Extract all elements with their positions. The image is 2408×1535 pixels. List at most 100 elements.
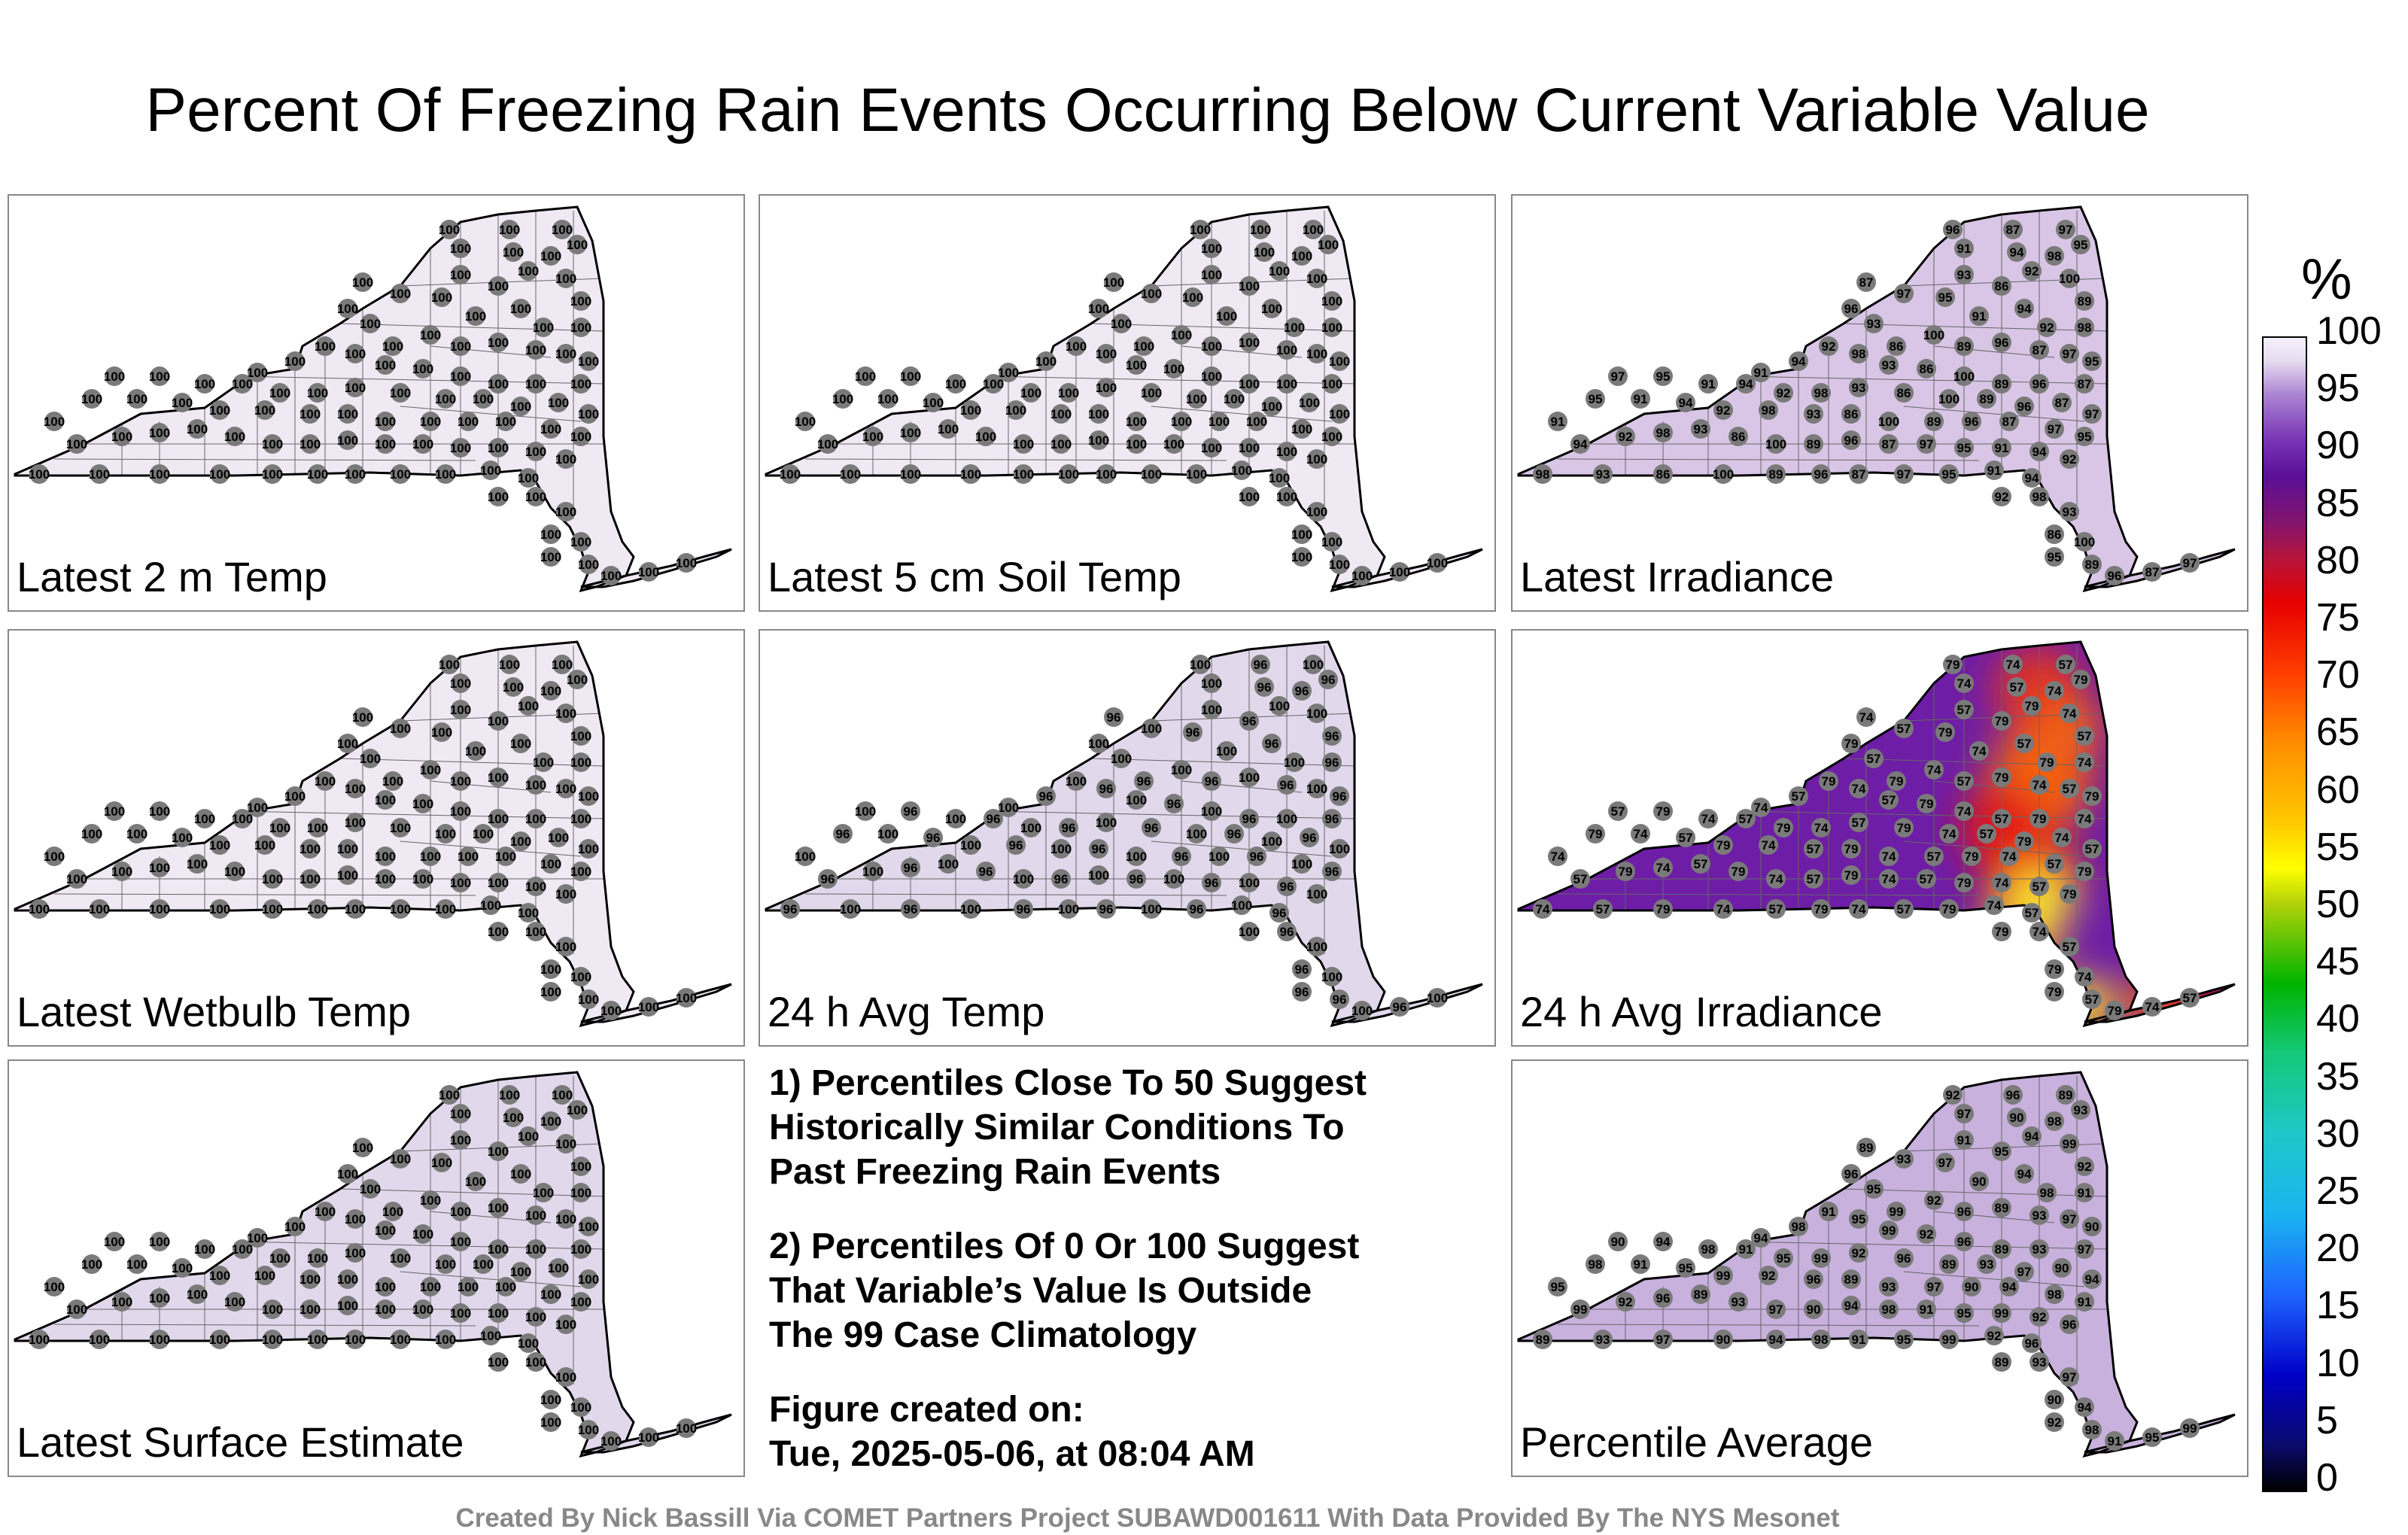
station-marker: 100 <box>480 1326 501 1345</box>
svg-text:100: 100 <box>458 1280 479 1294</box>
svg-text:57: 57 <box>1957 703 1972 717</box>
station-marker: 57 <box>2075 726 2094 746</box>
svg-text:100: 100 <box>352 710 373 725</box>
map-panel: 100 100 100 100 100 100 100 100 100 100 100 100 100 1… <box>8 629 745 1047</box>
svg-text:79: 79 <box>2025 699 2039 713</box>
svg-text:100: 100 <box>307 467 328 482</box>
station-marker: 96 <box>1954 1202 1974 1221</box>
station-marker: 100 <box>540 1111 561 1131</box>
svg-text:93: 93 <box>2063 505 2077 519</box>
station-marker: 86 <box>1653 464 1673 484</box>
svg-text:96: 96 <box>1844 433 1859 448</box>
svg-text:100: 100 <box>578 558 599 572</box>
station-marker: 100 <box>488 487 509 506</box>
svg-text:100: 100 <box>676 1421 697 1436</box>
station-marker: 100 <box>382 1202 403 1221</box>
svg-text:100: 100 <box>1231 464 1252 478</box>
svg-text:100: 100 <box>570 812 591 826</box>
station-marker: 91 <box>1992 438 2011 457</box>
station-marker: 96 <box>1954 1232 1974 1251</box>
station-marker: 100 <box>2059 269 2080 288</box>
station-marker: 100 <box>1005 400 1026 420</box>
station-marker: 100 <box>525 809 546 828</box>
svg-text:96: 96 <box>1009 838 1023 853</box>
svg-text:100: 100 <box>345 902 366 916</box>
svg-text:92: 92 <box>1762 1269 1776 1283</box>
svg-text:100: 100 <box>570 430 591 444</box>
station-marker: 100 <box>1050 434 1072 454</box>
station-marker: 100 <box>345 779 366 798</box>
svg-text:98: 98 <box>1814 386 1829 400</box>
svg-text:100: 100 <box>360 752 381 766</box>
station-marker: 93 <box>1894 1149 1914 1169</box>
station-marker: 100 <box>855 366 876 386</box>
svg-text:100: 100 <box>503 1111 524 1125</box>
svg-text:100: 100 <box>945 812 966 826</box>
station-marker: 97 <box>2014 1262 2034 1281</box>
station-marker: 96 <box>1277 922 1297 941</box>
station-marker: 100 <box>473 1254 494 1274</box>
svg-text:96: 96 <box>1130 872 1144 886</box>
svg-text:100: 100 <box>1216 309 1237 324</box>
station-marker: 100 <box>450 1104 471 1123</box>
svg-text:100: 100 <box>570 294 591 309</box>
station-marker: 100 <box>1186 824 1207 843</box>
station-marker: 100 <box>1050 404 1072 424</box>
station-marker: 95 <box>2045 547 2064 567</box>
svg-text:89: 89 <box>1536 1333 1550 1347</box>
station-marker: 100 <box>1088 299 1109 318</box>
station-marker: 100 <box>337 734 358 753</box>
svg-text:100: 100 <box>548 1261 569 1275</box>
svg-text:100: 100 <box>435 902 456 916</box>
station-marker: 100 <box>382 336 403 356</box>
station-marker: 100 <box>578 1217 599 1236</box>
svg-text:100: 100 <box>1321 970 1342 984</box>
svg-text:91: 91 <box>1957 242 1972 256</box>
station-marker: 91 <box>1849 1330 1868 1349</box>
station-marker: 100 <box>1013 464 1034 484</box>
svg-text:100: 100 <box>450 876 471 890</box>
svg-text:100: 100 <box>149 1333 170 1347</box>
station-marker: 96 <box>901 801 920 821</box>
station-marker: 57 <box>1894 719 1914 738</box>
station-marker: 100 <box>1239 873 1260 892</box>
station-marker: 100 <box>337 839 358 859</box>
station-marker: 100 <box>1066 771 1087 791</box>
station-marker: 100 <box>518 261 539 281</box>
station-marker: 100 <box>1329 404 1350 424</box>
svg-text:100: 100 <box>570 321 591 335</box>
svg-text:100: 100 <box>540 1287 561 1302</box>
svg-text:100: 100 <box>44 850 65 864</box>
svg-text:100: 100 <box>945 377 966 391</box>
station-marker: 100 <box>352 272 373 292</box>
svg-text:100: 100 <box>998 366 1019 380</box>
station-marker: 95 <box>1954 438 1974 457</box>
station-marker: 96 <box>1318 670 1338 689</box>
svg-text:74: 74 <box>1859 710 1874 725</box>
svg-text:100: 100 <box>299 842 321 856</box>
svg-text:86: 86 <box>2048 527 2062 542</box>
station-marker: 79 <box>1943 655 1963 674</box>
map-panel: 100 96 100 96 100 96 100 96 100 96 100 96 100 96 100 96… <box>759 629 1496 1047</box>
svg-text:95: 95 <box>1551 1280 1565 1294</box>
station-marker: 100 <box>232 809 253 828</box>
station-marker: 100 <box>548 393 569 412</box>
svg-text:95: 95 <box>1995 1144 2009 1159</box>
svg-text:57: 57 <box>1573 872 1588 886</box>
svg-text:91: 91 <box>1551 415 1565 429</box>
svg-text:89: 89 <box>1694 1287 1708 1302</box>
station-marker: 100 <box>1299 393 1320 412</box>
svg-text:100: 100 <box>555 707 576 721</box>
station-marker: 96 <box>1239 711 1259 731</box>
svg-text:99: 99 <box>1814 1251 1829 1266</box>
svg-text:100: 100 <box>254 838 275 853</box>
station-marker: 100 <box>960 835 981 855</box>
svg-text:96: 96 <box>1265 737 1279 751</box>
svg-text:100: 100 <box>1066 339 1087 354</box>
station-marker: 100 <box>555 1315 576 1334</box>
station-marker: 100 <box>439 220 460 239</box>
station-marker: 90 <box>2082 1217 2102 1236</box>
svg-text:100: 100 <box>923 396 944 410</box>
station-marker: 57 <box>1864 749 1884 768</box>
svg-text:100: 100 <box>855 369 876 384</box>
